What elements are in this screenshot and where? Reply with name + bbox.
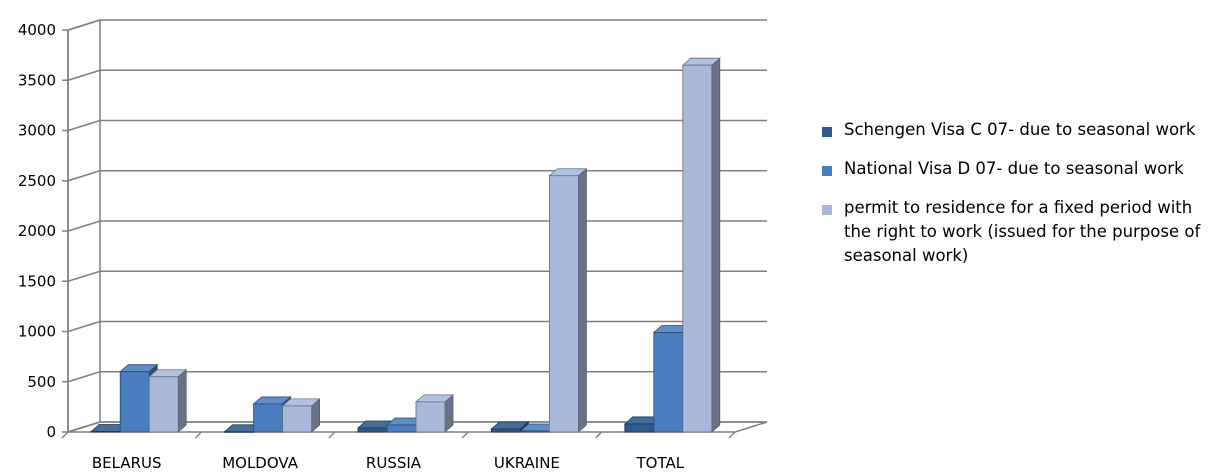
gridline [67,320,767,333]
gridline [67,119,767,132]
gridline [67,19,767,31]
gridline [67,69,767,82]
bar-front-face [224,431,255,433]
bar-side-face [177,368,187,433]
legend-label: National Visa D 07- due to seasonal work [844,159,1184,178]
bar-front-face [90,431,121,433]
bar-front-face [386,424,417,433]
legend-swatch [822,166,832,176]
x-tick-label: UKRAINE [494,454,560,472]
bar-side-face [578,167,587,433]
bar-front-face [282,405,313,433]
legend-swatch [822,127,832,137]
y-tick-label: 500 [27,373,56,391]
bar-front-face [682,64,713,433]
y-tick-label: 0 [46,423,56,441]
legend-label: Schengen Visa C 07- due to seasonal work [844,120,1196,139]
x-tick-label: BELARUS [92,454,162,472]
bar [548,167,588,433]
legend-label: permit to residence for a fixed period w… [844,198,1201,265]
bar [148,368,188,433]
x-tick-mark [328,431,336,439]
y-tick-label: 1500 [18,272,56,290]
gridline [67,421,767,433]
bar-front-face [653,332,684,433]
bar-front-face [357,427,388,433]
legend-swatch [822,205,832,215]
legend-item-national-visa: National Visa D 07- due to seasonal work [820,157,1205,181]
bar [414,393,455,433]
x-tick-label: MOLDOVA [222,454,299,472]
bar-front-face [148,376,179,433]
bar-front-face [415,401,446,433]
bar [281,397,321,433]
gridline [67,220,767,232]
bar-front-face [253,403,284,433]
bar-front-face [520,430,550,433]
y-tick-label: 3500 [18,71,56,89]
bar-front-face [549,175,579,433]
legend-item-residence-permit: permit to residence for a fixed period w… [820,196,1205,268]
bar-front-face [624,423,655,433]
y-tick-label: 4000 [18,21,56,39]
gridline [67,169,767,182]
y-tick-label: 1000 [18,323,56,341]
x-tick-mark [728,431,736,439]
x-tick-mark [595,431,603,439]
bar-side-face [711,57,721,433]
y-tick-label: 3000 [18,122,56,140]
gridline [67,370,767,383]
bar-front-face [119,371,150,433]
x-tick-label: TOTAL [636,454,685,472]
gridline [67,270,767,283]
bar [681,57,721,433]
x-tick-mark [461,431,469,439]
x-tick-mark [61,431,69,439]
y-tick-label: 2500 [18,172,56,190]
legend: Schengen Visa C 07- due to seasonal work… [820,118,1205,283]
legend-item-schengen-visa: Schengen Visa C 07- due to seasonal work [820,118,1205,142]
x-tick-mark [194,431,202,439]
x-tick-label: RUSSIA [366,454,422,472]
y-tick-label: 2000 [18,222,56,240]
bar-front-face [490,428,521,433]
